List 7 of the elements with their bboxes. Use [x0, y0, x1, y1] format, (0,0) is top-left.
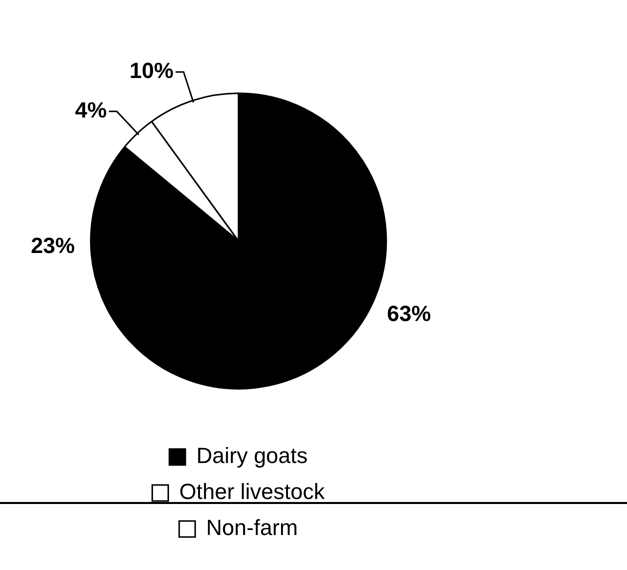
legend-label: Dairy goats: [196, 443, 308, 468]
data-label: 23%: [30, 232, 75, 258]
data-label: 10%: [130, 58, 174, 84]
data-label: 4%: [75, 97, 107, 122]
legend-label: Other livestock: [179, 479, 326, 504]
legend-label: Non-farm: [206, 515, 298, 540]
data-label: 63%: [386, 300, 431, 326]
